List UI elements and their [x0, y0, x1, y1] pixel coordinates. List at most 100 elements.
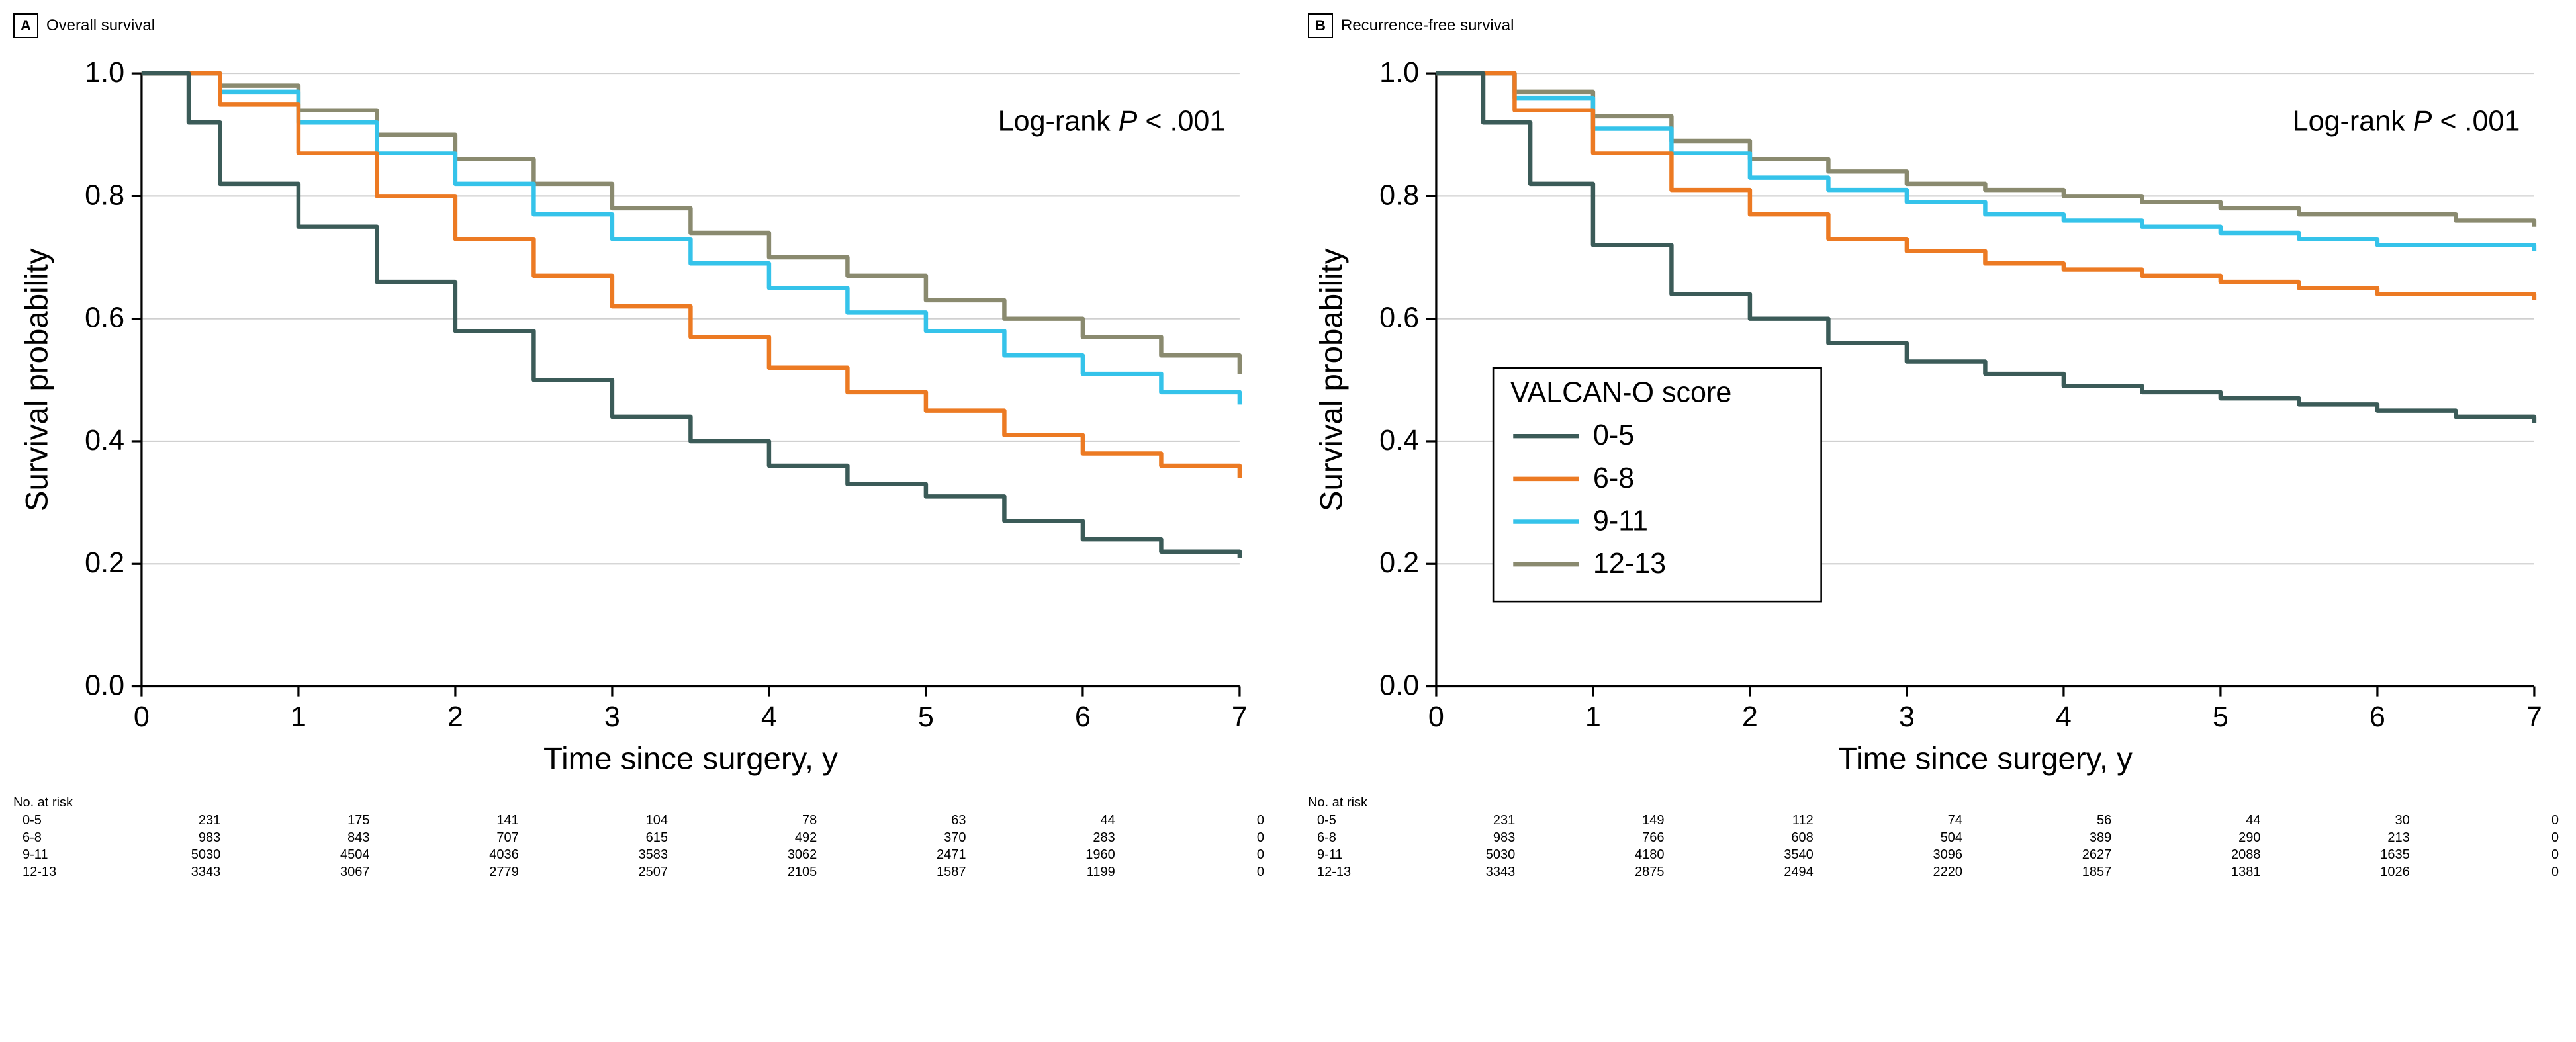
svg-text:Survival probability: Survival probability — [20, 248, 55, 511]
panel-b-letter: B — [1308, 13, 1333, 38]
risk-cell: 149 — [1519, 813, 1668, 828]
risk-cell: 707 — [374, 830, 523, 846]
logrank-annotation: Log-rank P < .001 — [998, 105, 1226, 137]
risk-row: 6-89837666085043892902130 — [1308, 830, 2563, 847]
risk-cell: 2220 — [1817, 865, 1966, 880]
risk-row-label: 6-8 — [1308, 830, 1370, 846]
svg-text:12-13: 12-13 — [1593, 548, 1666, 580]
panel-b-chart: 0.00.20.40.60.81.001234567Time since sur… — [1308, 45, 2563, 786]
risk-row-label: 6-8 — [13, 830, 75, 846]
risk-cell: 283 — [970, 830, 1119, 846]
panel-b-title: Recurrence-free survival — [1341, 17, 1514, 35]
risk-cell: 3583 — [523, 847, 672, 863]
risk-cell: 1857 — [1966, 865, 2115, 880]
risk-cell: 2627 — [1966, 847, 2115, 863]
svg-text:3: 3 — [604, 701, 620, 733]
risk-cell: 843 — [224, 830, 373, 846]
risk-cell: 608 — [1669, 830, 1817, 846]
risk-cell: 983 — [75, 830, 224, 846]
risk-row-label: 12-13 — [13, 865, 75, 880]
risk-cell: 44 — [2115, 813, 2264, 828]
svg-text:0.0: 0.0 — [1379, 670, 1419, 701]
risk-cell: 56 — [1966, 813, 2115, 828]
risk-row-label: 0-5 — [13, 813, 75, 828]
panel-a: A Overall survival 0.00.20.40.60.81.0012… — [13, 13, 1268, 882]
svg-text:0.4: 0.4 — [1379, 425, 1419, 456]
risk-cell: 213 — [2265, 830, 2414, 846]
svg-text:0.2: 0.2 — [85, 547, 124, 579]
risk-cell: 1587 — [821, 865, 970, 880]
risk-cell: 5030 — [75, 847, 224, 863]
risk-cell: 389 — [1966, 830, 2115, 846]
risk-cell: 615 — [523, 830, 672, 846]
risk-cell: 0 — [1119, 865, 1268, 880]
risk-cell: 30 — [2265, 813, 2414, 828]
svg-text:1: 1 — [1585, 701, 1601, 733]
risk-cell: 0 — [2414, 830, 2563, 846]
panel-a-risk-table: No. at risk 0-523117514110478634406-89838… — [13, 795, 1268, 882]
risk-cell: 0 — [1119, 813, 1268, 828]
risk-cell: 3096 — [1817, 847, 1966, 863]
risk-cell: 4036 — [374, 847, 523, 863]
risk-cell: 4180 — [1519, 847, 1668, 863]
svg-text:VALCAN-O score: VALCAN-O score — [1510, 376, 1731, 408]
risk-row-label: 12-13 — [1308, 865, 1370, 880]
risk-cell: 290 — [2115, 830, 2264, 846]
panel-b-header: B Recurrence-free survival — [1308, 13, 2563, 38]
svg-text:0: 0 — [1428, 701, 1444, 733]
risk-cell: 0 — [2414, 865, 2563, 880]
svg-text:Survival probability: Survival probability — [1314, 248, 1350, 511]
risk-row-label: 9-11 — [1308, 847, 1370, 863]
risk-cell: 2471 — [821, 847, 970, 863]
risk-cell: 2105 — [672, 865, 821, 880]
risk-cell: 0 — [1119, 847, 1268, 863]
risk-cell: 0 — [2414, 847, 2563, 863]
risk-cell: 44 — [970, 813, 1119, 828]
svg-text:0.2: 0.2 — [1379, 547, 1419, 579]
svg-text:0.6: 0.6 — [85, 302, 124, 334]
svg-text:6: 6 — [2369, 701, 2385, 733]
svg-text:4: 4 — [761, 701, 777, 733]
risk-cell: 1199 — [970, 865, 1119, 880]
panel-b: B Recurrence-free survival 0.0 0.2 0.4 0.6 0… — [1308, 13, 2563, 882]
risk-cell: 983 — [1370, 830, 1519, 846]
risk-cell: 1026 — [2265, 865, 2414, 880]
svg-text:1: 1 — [291, 701, 306, 733]
risk-cell: 175 — [224, 813, 373, 828]
km-curve-s3 — [1436, 73, 2534, 251]
svg-text:Time since surgery, y: Time since surgery, y — [543, 742, 838, 777]
risk-row: 12-1333432875249422201857138110260 — [1308, 865, 2563, 882]
risk-cell: 2088 — [2115, 847, 2264, 863]
risk-table-header: No. at risk — [1308, 795, 2563, 810]
svg-text:1.0: 1.0 — [1379, 57, 1419, 89]
svg-text:6: 6 — [1075, 701, 1091, 733]
svg-text:4: 4 — [2056, 701, 2072, 733]
svg-text:0.8: 0.8 — [1379, 179, 1419, 211]
risk-cell: 3067 — [224, 865, 373, 880]
svg-text:5: 5 — [2213, 701, 2229, 733]
risk-table-header: No. at risk — [13, 795, 1268, 810]
risk-row-label: 0-5 — [1308, 813, 1370, 828]
risk-row: 0-5231149112745644300 — [1308, 813, 2563, 830]
risk-cell: 504 — [1817, 830, 1966, 846]
svg-text:6-8: 6-8 — [1593, 462, 1634, 494]
logrank-annotation: Log-rank P < .001 — [2293, 105, 2520, 137]
risk-cell: 370 — [821, 830, 970, 846]
risk-cell: 104 — [523, 813, 672, 828]
risk-cell: 63 — [821, 813, 970, 828]
risk-cell: 74 — [1817, 813, 1966, 828]
risk-row: 12-1333433067277925072105158711990 — [13, 865, 1268, 882]
risk-cell: 112 — [1669, 813, 1817, 828]
panel-a-header: A Overall survival — [13, 13, 1268, 38]
panel-a-title: Overall survival — [46, 17, 155, 35]
risk-row-label: 9-11 — [13, 847, 75, 863]
panel-a-chart: 0.00.20.40.60.81.001234567Time since sur… — [13, 45, 1268, 786]
risk-cell: 141 — [374, 813, 523, 828]
svg-text:0.6: 0.6 — [1379, 302, 1419, 334]
risk-cell: 492 — [672, 830, 821, 846]
panel-b-risk-table: No. at risk 0-52311491127456443006-898376… — [1308, 795, 2563, 882]
risk-row: 6-89838437076154923702830 — [13, 830, 1268, 847]
risk-cell: 3540 — [1669, 847, 1817, 863]
risk-cell: 2507 — [523, 865, 672, 880]
risk-row: 0-52311751411047863440 — [13, 813, 1268, 830]
